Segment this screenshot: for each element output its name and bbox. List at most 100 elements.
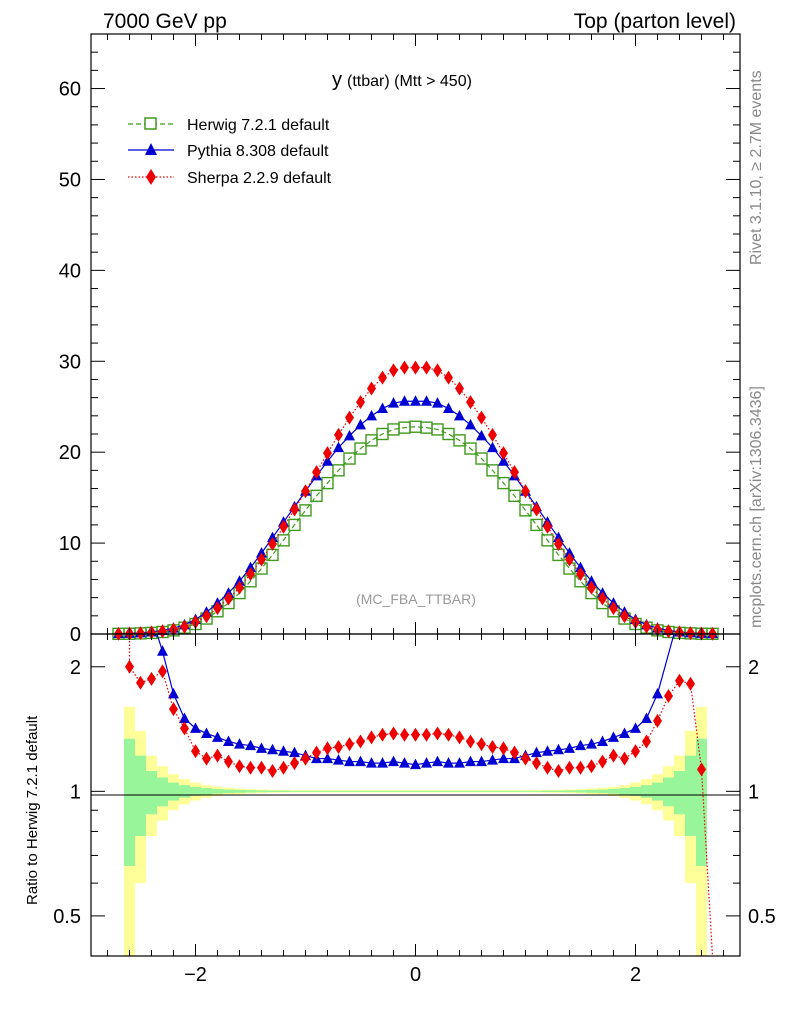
ratio-y-tick-label-right: 2 bbox=[748, 657, 759, 679]
ratio-sherpa-point bbox=[444, 727, 453, 742]
ratio-pythia-point bbox=[641, 712, 652, 723]
main-sherpa-point bbox=[587, 580, 596, 595]
ratio-band-inner bbox=[432, 790, 443, 792]
ratio-sherpa-point bbox=[367, 730, 376, 745]
ratio-pythia-point bbox=[421, 757, 432, 768]
ratio-band-inner bbox=[586, 789, 597, 793]
ratio-band-inner bbox=[608, 789, 619, 794]
ratio-band-inner bbox=[630, 786, 641, 796]
ratio-pythia-point bbox=[322, 752, 333, 764]
ratio-sherpa-point bbox=[246, 760, 255, 775]
ratio-band-inner bbox=[520, 790, 531, 792]
ratio-band-inner bbox=[542, 790, 553, 793]
ratio-sherpa-point bbox=[433, 726, 442, 741]
main-herwig-point bbox=[321, 476, 334, 490]
ratio-sherpa-point bbox=[312, 745, 321, 760]
ratio-sherpa-point bbox=[290, 756, 299, 771]
ratio-sherpa-point bbox=[499, 741, 508, 756]
main-sherpa-point bbox=[180, 619, 189, 634]
legend-entry-sherpa: Sherpa 2.2.9 default bbox=[128, 169, 332, 187]
main-sherpa-point bbox=[620, 609, 629, 624]
ratio-pythia-point bbox=[289, 746, 300, 758]
ratio-pythia-point bbox=[597, 735, 608, 746]
ratio-sherpa-point bbox=[202, 751, 211, 766]
main-pythia-point bbox=[443, 402, 454, 414]
main-pythia-point bbox=[377, 402, 388, 414]
x-tick-label: 2 bbox=[630, 964, 641, 986]
collider-energy-label: 7000 GeV pp bbox=[103, 10, 227, 33]
ratio-band-inner bbox=[201, 788, 212, 795]
main-sherpa-point bbox=[686, 626, 695, 641]
ratio-sherpa-point bbox=[686, 676, 695, 691]
legend: Herwig 7.2.1 default Pythia 8.308 defaul… bbox=[128, 117, 332, 187]
ratio-pythia-point bbox=[355, 755, 366, 767]
main-pythia-point bbox=[344, 429, 355, 441]
main-sherpa-point bbox=[136, 626, 145, 641]
ratio-y-axis-label: Ratio to Herwig 7.2.1 default bbox=[24, 715, 41, 905]
main-sherpa-point bbox=[202, 609, 211, 624]
ratio-pythia-line bbox=[156, 633, 675, 766]
ratio-band-inner bbox=[509, 790, 520, 792]
ratio-sherpa-point bbox=[697, 762, 706, 777]
ratio-pythia-point bbox=[201, 727, 212, 738]
main-sherpa-point bbox=[323, 446, 332, 461]
legend-sherpa-label: Sherpa 2.2.9 default bbox=[187, 170, 332, 187]
main-pythia-point bbox=[388, 397, 399, 408]
main-sherpa-point bbox=[312, 465, 321, 480]
ratio-y-tick-label: 1 bbox=[70, 781, 81, 803]
ratio-pythia-point bbox=[223, 735, 234, 746]
main-sherpa-point bbox=[466, 395, 475, 410]
main-sherpa-point bbox=[301, 484, 310, 499]
ratio-sherpa-point bbox=[411, 727, 420, 742]
ratio-pythia-point bbox=[586, 738, 597, 749]
main-y-tick-label: 0 bbox=[70, 624, 81, 646]
main-sherpa-point bbox=[279, 519, 288, 534]
main-sherpa-point bbox=[532, 502, 541, 517]
main-pythia-point bbox=[432, 397, 443, 408]
main-sherpa-point bbox=[499, 446, 508, 461]
ratio-pythia-point bbox=[267, 743, 278, 755]
ratio-sherpa-point bbox=[389, 726, 398, 741]
ratio-band-inner bbox=[300, 790, 311, 792]
ratio-pythia-point bbox=[652, 687, 663, 699]
ratio-sherpa-point bbox=[268, 763, 277, 778]
main-pythia-point bbox=[476, 429, 487, 441]
main-pythia-point bbox=[575, 561, 586, 573]
main-herwig-point bbox=[453, 434, 466, 447]
main-sherpa-point bbox=[367, 381, 376, 396]
ratio-band-inner bbox=[553, 790, 564, 793]
main-sherpa-point bbox=[158, 624, 167, 639]
main-sherpa-point bbox=[543, 519, 552, 534]
ratio-pythia-point bbox=[245, 739, 256, 751]
ratio-pythia-point bbox=[410, 758, 421, 770]
x-tick-label: −2 bbox=[184, 964, 207, 986]
main-sherpa-point bbox=[444, 370, 453, 385]
main-pythia-point bbox=[421, 395, 432, 406]
ratio-pythia-point bbox=[487, 754, 498, 765]
ratio-band-inner bbox=[674, 770, 685, 815]
ratio-pythia-point bbox=[432, 755, 443, 767]
ratio-pythia-point bbox=[531, 746, 542, 758]
main-sherpa-point bbox=[510, 465, 519, 480]
main-sherpa-point bbox=[554, 537, 563, 551]
ratio-sherpa-point bbox=[400, 727, 409, 742]
main-sherpa-point bbox=[642, 619, 651, 634]
ratio-pythia-point bbox=[454, 757, 465, 768]
legend-herwig-marker bbox=[144, 117, 157, 130]
ratio-sherpa-point bbox=[532, 756, 541, 771]
main-herwig-point bbox=[464, 442, 477, 455]
ratio-sherpa-point bbox=[565, 760, 574, 775]
main-sherpa-point bbox=[477, 410, 486, 425]
main-pythia-point bbox=[366, 409, 377, 421]
ratio-pythia-point bbox=[256, 742, 267, 753]
ratio-sherpa-point bbox=[279, 760, 288, 775]
main-sherpa-point bbox=[345, 410, 354, 425]
main-pythia-point bbox=[234, 575, 245, 586]
main-pythia-point bbox=[245, 561, 256, 573]
ratio-y-tick-label-right: 0.5 bbox=[748, 906, 776, 928]
ratio-band-inner bbox=[454, 790, 465, 792]
ratio-sherpa-point bbox=[576, 760, 585, 775]
ratio-y-tick-label: 0.5 bbox=[53, 906, 81, 928]
ratio-band-inner bbox=[619, 788, 630, 795]
ratio-sherpa-point bbox=[323, 741, 332, 756]
